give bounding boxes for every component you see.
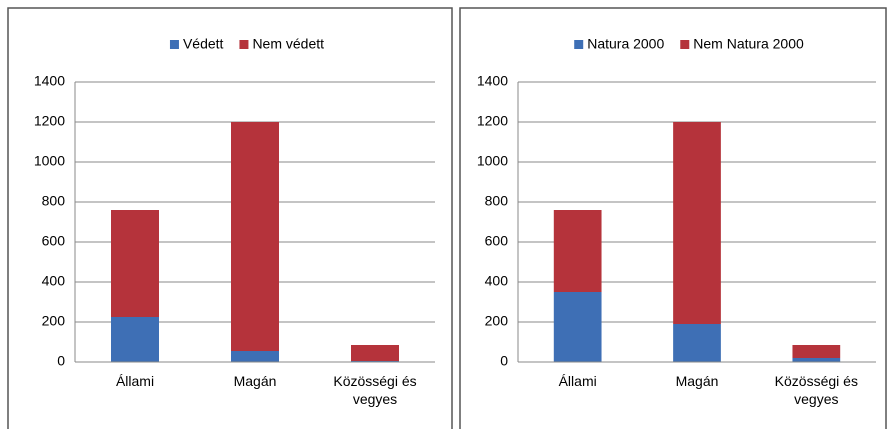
y-tick-label: 600	[42, 233, 66, 249]
bar-segment	[111, 317, 159, 362]
bar-segment	[111, 210, 159, 317]
legend-swatch	[680, 40, 690, 49]
y-tick-label: 800	[42, 193, 66, 209]
bar-segment	[351, 345, 399, 361]
x-tick-label: Állami	[558, 373, 597, 389]
bar-segment	[792, 345, 841, 358]
x-tick-label: Közösségi és vegyes	[774, 373, 858, 407]
x-tick-label-box: Állami	[115, 373, 155, 389]
legend-swatch	[239, 40, 249, 49]
bar-segment	[792, 358, 841, 362]
y-tick-label: 0	[57, 353, 65, 369]
panel	[459, 7, 887, 429]
bar-segment	[553, 210, 602, 292]
y-tick-label: 800	[485, 193, 509, 209]
y-tick-label: 0	[500, 353, 508, 369]
legend-swatch	[574, 40, 584, 49]
x-tick-label: Magán	[675, 373, 719, 389]
panel	[7, 7, 453, 429]
y-tick-label: 200	[485, 313, 509, 329]
y-tick-label: 1400	[34, 73, 65, 89]
legend-label: Védett	[183, 36, 224, 52]
legend-swatch	[169, 40, 179, 49]
bar-segment	[673, 122, 721, 324]
bar-segment	[231, 351, 279, 362]
legend: Védett Nem védett	[169, 36, 324, 52]
x-tick-label-box: Magán	[675, 373, 719, 389]
y-tick-label: 200	[42, 313, 66, 329]
y-tick-label: 400	[485, 273, 509, 289]
y-tick-label: 1000	[34, 153, 65, 169]
legend-label: Natura 2000	[587, 36, 664, 52]
y-tick-label: 600	[485, 233, 509, 249]
bar-segment	[673, 324, 721, 362]
y-tick-label: 1400	[477, 73, 508, 89]
legend: Natura 2000 Nem Natura 2000	[574, 36, 804, 52]
legend-label: Nem védett	[252, 36, 324, 52]
x-tick-label: Magán	[233, 373, 277, 389]
y-tick-label: 400	[42, 273, 66, 289]
y-tick-label: 1200	[34, 113, 65, 129]
bar-segment	[553, 292, 602, 362]
x-tick-label: Közösségi és vegyes	[333, 373, 417, 407]
legend-label: Nem Natura 2000	[693, 36, 804, 52]
x-tick-label-box: Magán	[233, 373, 277, 389]
x-tick-label-box: Közösségi és vegyes	[333, 373, 417, 407]
y-tick-label: 1000	[477, 153, 508, 169]
x-tick-label: Állami	[115, 373, 155, 389]
x-tick-label-box: Közösségi és vegyes	[774, 373, 858, 407]
bar-segment	[231, 122, 279, 351]
y-tick-label: 1200	[477, 113, 508, 129]
x-tick-label-box: Állami	[558, 373, 597, 389]
